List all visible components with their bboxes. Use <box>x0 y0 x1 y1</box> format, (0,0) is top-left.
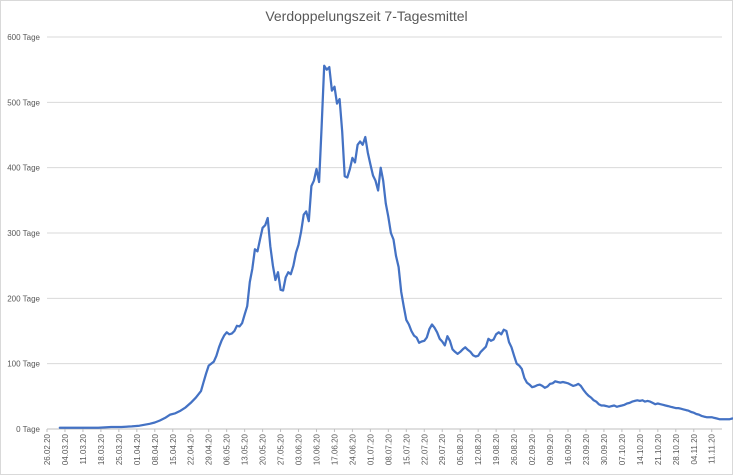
x-tick-label: 04.11.20 <box>690 433 699 464</box>
y-tick-label: 600 Tage <box>7 33 40 42</box>
x-tick-label: 01.04.20 <box>133 433 142 465</box>
y-tick-label: 200 Tage <box>7 294 40 303</box>
x-tick-label: 19.08.20 <box>492 433 501 465</box>
x-tick-label: 15.04.20 <box>169 433 178 465</box>
x-tick-label: 14.10.20 <box>636 433 645 465</box>
x-axis-ticks: 26.02.20 04.03.20 11.03.20 18.03.20 25.03.20… <box>43 429 717 465</box>
x-tick-label: 29.07.20 <box>438 433 447 465</box>
x-tick-label: 23.09.20 <box>582 433 591 465</box>
x-tick-label: 04.03.20 <box>61 433 70 465</box>
y-tick-label: 400 Tage <box>7 164 40 173</box>
x-tick-label: 18.03.20 <box>97 433 106 465</box>
x-tick-label: 12.08.20 <box>474 433 483 465</box>
x-tick-label: 29.04.20 <box>205 433 214 465</box>
x-tick-label: 25.03.20 <box>115 433 124 465</box>
x-tick-label: 09.09.20 <box>546 433 555 465</box>
x-tick-label: 28.10.20 <box>672 433 681 465</box>
x-tick-label: 05.08.20 <box>456 433 465 465</box>
x-tick-label: 30.09.20 <box>600 433 609 465</box>
y-tick-label: 0 Tage <box>16 425 40 434</box>
x-tick-label: 11.11.20 <box>708 433 717 464</box>
chart-title: Verdoppelungszeit 7-Tagesmittel <box>265 8 468 24</box>
x-tick-label: 06.05.20 <box>223 433 232 465</box>
series-layer <box>58 64 733 429</box>
x-tick-label: 21.10.20 <box>654 433 663 465</box>
x-tick-label: 22.07.20 <box>420 433 429 465</box>
x-tick-label: 01.07.20 <box>366 433 375 465</box>
x-tick-label: 15.07.20 <box>402 433 411 465</box>
x-tick-label: 08.07.20 <box>384 433 393 465</box>
x-tick-label: 26.02.20 <box>43 433 52 465</box>
y-axis-ticks: 0 Tage 100 Tage 200 Tage 300 Tage 400 Tage 50… <box>7 33 40 434</box>
x-tick-label: 16.09.20 <box>564 433 573 465</box>
x-tick-label: 08.04.20 <box>151 433 160 465</box>
x-tick-label: 03.06.20 <box>295 433 304 465</box>
x-tick-label: 27.05.20 <box>277 433 286 465</box>
x-tick-label: 22.04.20 <box>187 433 196 465</box>
y-tick-label: 300 Tage <box>7 229 40 238</box>
y-tick-label: 500 Tage <box>7 98 40 107</box>
x-tick-label: 11.03.20 <box>79 433 88 464</box>
x-tick-label: 02.09.20 <box>528 433 537 465</box>
x-tick-label: 20.05.20 <box>259 433 268 465</box>
x-tick-label: 17.06.20 <box>330 433 339 465</box>
x-tick-label: 10.06.20 <box>312 433 321 465</box>
x-tick-label: 24.06.20 <box>348 433 357 465</box>
x-tick-label: 07.10.20 <box>618 433 627 465</box>
x-tick-label: 13.05.20 <box>241 433 250 465</box>
gridlines <box>47 36 722 430</box>
y-tick-label: 100 Tage <box>7 360 40 369</box>
series-line <box>58 64 733 429</box>
x-tick-label: 26.08.20 <box>510 433 519 465</box>
